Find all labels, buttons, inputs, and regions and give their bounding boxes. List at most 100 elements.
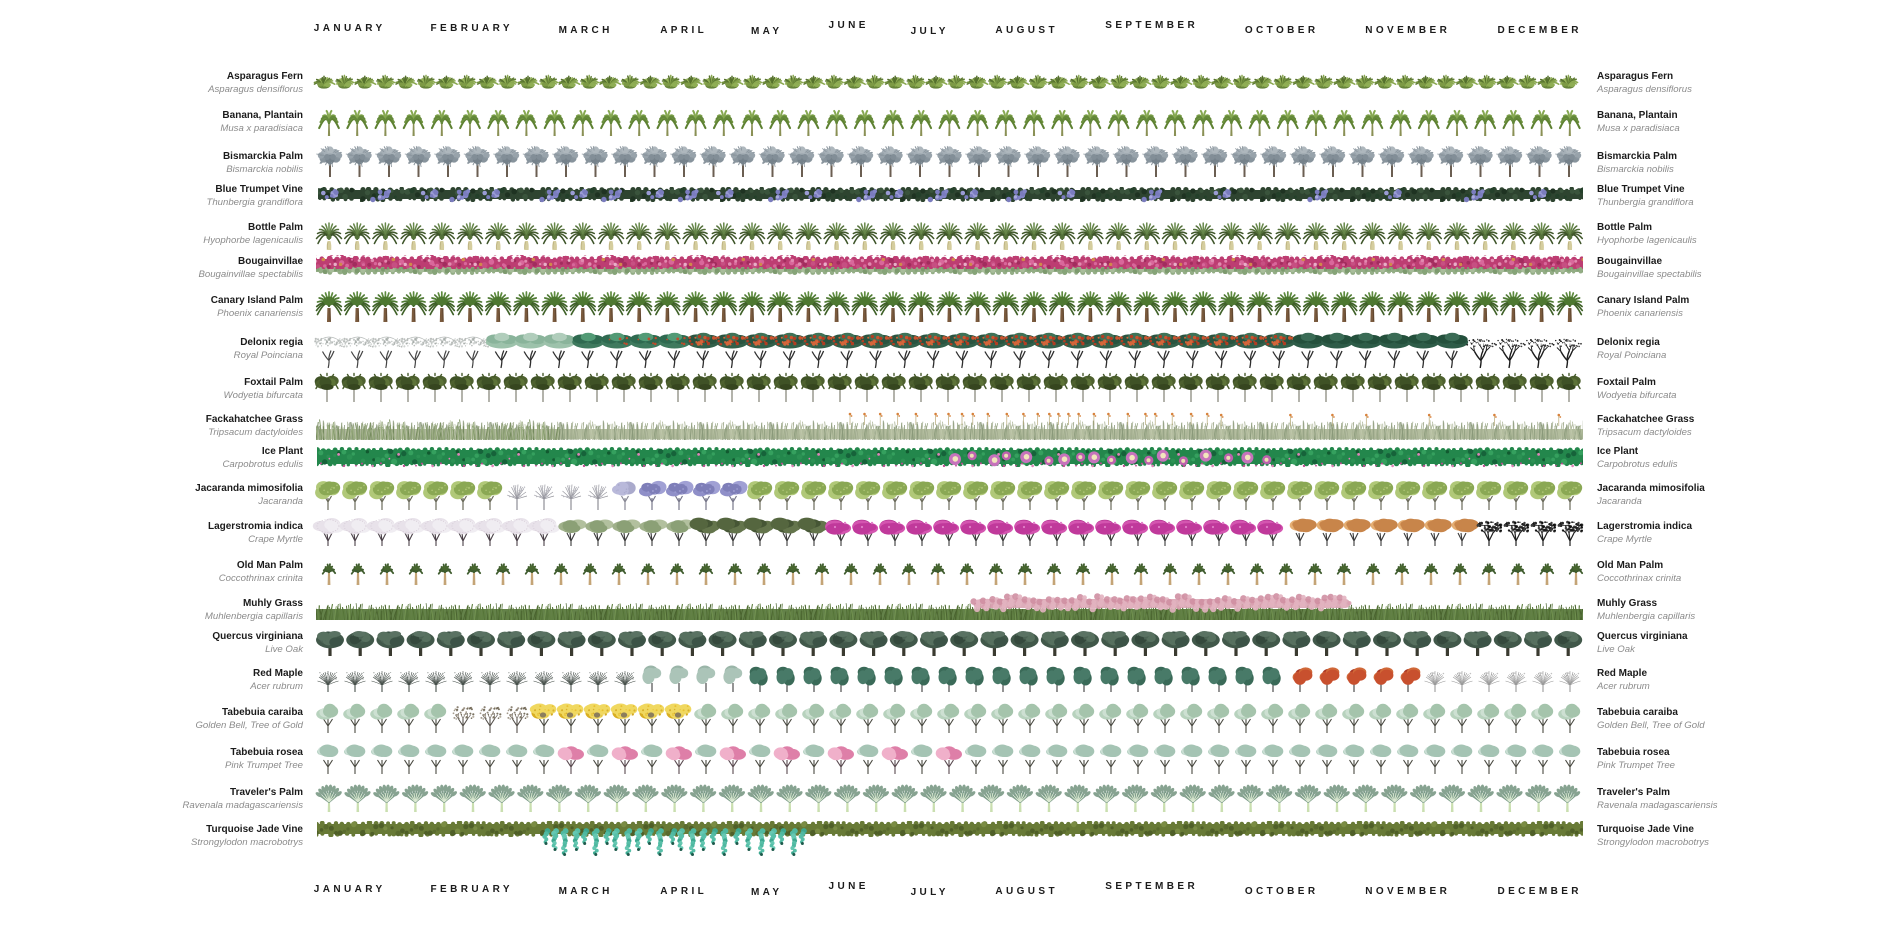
svg-text:Lagerstromia indica: Lagerstromia indica <box>1597 521 1692 532</box>
svg-text:Ravenala madagascariensis: Ravenala madagascariensis <box>182 800 303 811</box>
svg-text:SEPTEMBER: SEPTEMBER <box>1105 881 1198 892</box>
svg-text:Traveler's Palm: Traveler's Palm <box>1597 787 1670 798</box>
svg-text:Red Maple: Red Maple <box>253 668 303 679</box>
svg-text:Asparagus Fern: Asparagus Fern <box>1597 71 1673 82</box>
svg-text:Tabebuia caraiba: Tabebuia caraiba <box>222 707 303 718</box>
svg-text:Turquoise Jade Vine: Turquoise Jade Vine <box>1597 824 1694 835</box>
svg-text:Muhlenbergia capillaris: Muhlenbergia capillaris <box>1597 611 1695 622</box>
svg-text:AUGUST: AUGUST <box>995 886 1058 897</box>
svg-text:Coccothrinax crinita: Coccothrinax crinita <box>1597 573 1681 584</box>
svg-text:Strongylodon macrobotrys: Strongylodon macrobotrys <box>191 837 303 848</box>
svg-text:Jacaranda mimosifolia: Jacaranda mimosifolia <box>195 483 303 494</box>
svg-text:Coccothrinax crinita: Coccothrinax crinita <box>219 573 303 584</box>
svg-text:Bougainvillae spectabilis: Bougainvillae spectabilis <box>198 269 303 280</box>
svg-text:NOVEMBER: NOVEMBER <box>1365 25 1450 36</box>
svg-text:Red Maple: Red Maple <box>1597 668 1647 679</box>
svg-text:Musa x paradisiaca: Musa x paradisiaca <box>1597 123 1680 134</box>
svg-text:AUGUST: AUGUST <box>995 25 1058 36</box>
svg-text:Bougainvillae: Bougainvillae <box>1597 256 1662 267</box>
svg-text:Fackahatchee Grass: Fackahatchee Grass <box>206 414 304 425</box>
svg-text:Golden Bell, Tree of Gold: Golden Bell, Tree of Gold <box>195 720 303 731</box>
svg-text:Ice Plant: Ice Plant <box>262 446 304 457</box>
svg-text:Jacaranda: Jacaranda <box>257 496 303 507</box>
svg-text:Tabebuia rosea: Tabebuia rosea <box>1597 747 1670 758</box>
svg-text:Royal Poinciana: Royal Poinciana <box>1597 350 1666 361</box>
svg-text:Carpobrotus edulis: Carpobrotus edulis <box>222 459 303 470</box>
svg-text:JULY: JULY <box>911 26 949 37</box>
svg-text:Strongylodon macrobotrys: Strongylodon macrobotrys <box>1597 837 1709 848</box>
svg-text:MARCH: MARCH <box>559 25 613 36</box>
svg-text:Ravenala madagascariensis: Ravenala madagascariensis <box>1597 800 1718 811</box>
svg-text:APRIL: APRIL <box>660 25 707 36</box>
svg-text:Blue Trumpet Vine: Blue Trumpet Vine <box>215 184 303 195</box>
svg-text:Carpobrotus edulis: Carpobrotus edulis <box>1597 459 1678 470</box>
svg-text:Bottle Palm: Bottle Palm <box>248 222 303 233</box>
svg-text:Fackahatchee Grass: Fackahatchee Grass <box>1597 414 1695 425</box>
svg-text:Live Oak: Live Oak <box>1597 644 1636 655</box>
svg-text:FEBRUARY: FEBRUARY <box>431 23 513 34</box>
svg-text:Old Man Palm: Old Man Palm <box>1597 560 1663 571</box>
svg-text:OCTOBER: OCTOBER <box>1245 886 1319 897</box>
svg-text:Asparagus Fern: Asparagus Fern <box>227 71 303 82</box>
svg-text:Crape Myrtle: Crape Myrtle <box>248 534 303 545</box>
svg-text:Canary Island Palm: Canary Island Palm <box>211 295 303 306</box>
svg-text:Asparagus densiflorus: Asparagus densiflorus <box>1596 84 1692 95</box>
svg-text:Muhly Grass: Muhly Grass <box>1597 598 1657 609</box>
svg-text:Delonix regia: Delonix regia <box>1597 337 1660 348</box>
svg-text:MARCH: MARCH <box>559 886 613 897</box>
svg-text:MAY: MAY <box>751 26 783 37</box>
svg-text:Muhly Grass: Muhly Grass <box>243 598 303 609</box>
svg-text:Lagerstromia indica: Lagerstromia indica <box>208 521 303 532</box>
svg-text:JANUARY: JANUARY <box>314 884 386 895</box>
svg-text:Phoenix canariensis: Phoenix canariensis <box>1597 308 1683 319</box>
svg-text:OCTOBER: OCTOBER <box>1245 25 1319 36</box>
svg-text:Tabebuia rosea: Tabebuia rosea <box>230 747 303 758</box>
svg-text:Golden Bell, Tree of Gold: Golden Bell, Tree of Gold <box>1597 720 1705 731</box>
svg-text:Tripsacum dactyloides: Tripsacum dactyloides <box>1597 427 1692 438</box>
svg-text:Banana, Plantain: Banana, Plantain <box>1597 110 1678 121</box>
svg-text:Wodyetia bifurcata: Wodyetia bifurcata <box>1597 390 1676 401</box>
svg-text:Bottle Palm: Bottle Palm <box>1597 222 1652 233</box>
svg-text:Muhlenbergia capillaris: Muhlenbergia capillaris <box>205 611 303 622</box>
svg-text:Bismarckia nobilis: Bismarckia nobilis <box>226 164 303 175</box>
svg-text:JULY: JULY <box>911 887 949 898</box>
svg-text:Acer rubrum: Acer rubrum <box>249 681 303 692</box>
svg-text:Royal Poinciana: Royal Poinciana <box>234 350 303 361</box>
svg-text:Foxtail Palm: Foxtail Palm <box>1597 377 1656 388</box>
svg-text:DECEMBER: DECEMBER <box>1497 886 1581 897</box>
svg-text:APRIL: APRIL <box>660 886 707 897</box>
svg-text:Delonix regia: Delonix regia <box>240 337 303 348</box>
svg-text:Foxtail Palm: Foxtail Palm <box>244 377 303 388</box>
svg-text:Old Man Palm: Old Man Palm <box>237 560 303 571</box>
svg-text:Hyophorbe lagenicaulis: Hyophorbe lagenicaulis <box>1597 235 1697 246</box>
svg-text:Bismarckia Palm: Bismarckia Palm <box>223 151 303 162</box>
svg-text:SEPTEMBER: SEPTEMBER <box>1105 20 1198 31</box>
svg-text:Musa x paradisiaca: Musa x paradisiaca <box>220 123 303 134</box>
svg-text:JUNE: JUNE <box>829 881 869 892</box>
svg-text:Bismarckia nobilis: Bismarckia nobilis <box>1597 164 1674 175</box>
svg-text:Thunbergia grandiflora: Thunbergia grandiflora <box>1597 197 1694 208</box>
svg-text:DECEMBER: DECEMBER <box>1497 25 1581 36</box>
svg-text:Tripsacum dactyloides: Tripsacum dactyloides <box>208 427 303 438</box>
svg-text:Traveler's Palm: Traveler's Palm <box>230 787 303 798</box>
svg-text:Banana, Plantain: Banana, Plantain <box>222 110 303 121</box>
svg-text:Blue Trumpet Vine: Blue Trumpet Vine <box>1597 184 1685 195</box>
svg-text:MAY: MAY <box>751 887 783 898</box>
svg-text:NOVEMBER: NOVEMBER <box>1365 886 1450 897</box>
svg-text:Acer rubrum: Acer rubrum <box>1596 681 1650 692</box>
svg-text:Quercus virginiana: Quercus virginiana <box>212 631 303 642</box>
svg-text:Thunbergia grandiflora: Thunbergia grandiflora <box>206 197 303 208</box>
svg-text:Jacaranda: Jacaranda <box>1596 496 1642 507</box>
svg-text:Tabebuia caraiba: Tabebuia caraiba <box>1597 707 1678 718</box>
svg-text:Quercus virginiana: Quercus virginiana <box>1597 631 1688 642</box>
svg-text:Live Oak: Live Oak <box>265 644 304 655</box>
svg-text:FEBRUARY: FEBRUARY <box>431 884 513 895</box>
svg-text:Ice Plant: Ice Plant <box>1597 446 1639 457</box>
svg-text:Wodyetia bifurcata: Wodyetia bifurcata <box>224 390 303 401</box>
svg-text:Bougainvillae: Bougainvillae <box>238 256 303 267</box>
svg-text:Crape Myrtle: Crape Myrtle <box>1597 534 1652 545</box>
svg-text:Bismarckia Palm: Bismarckia Palm <box>1597 151 1677 162</box>
svg-text:Hyophorbe lagenicaulis: Hyophorbe lagenicaulis <box>203 235 303 246</box>
svg-text:Bougainvillae spectabilis: Bougainvillae spectabilis <box>1597 269 1702 280</box>
svg-text:Pink Trumpet Tree: Pink Trumpet Tree <box>225 760 303 771</box>
